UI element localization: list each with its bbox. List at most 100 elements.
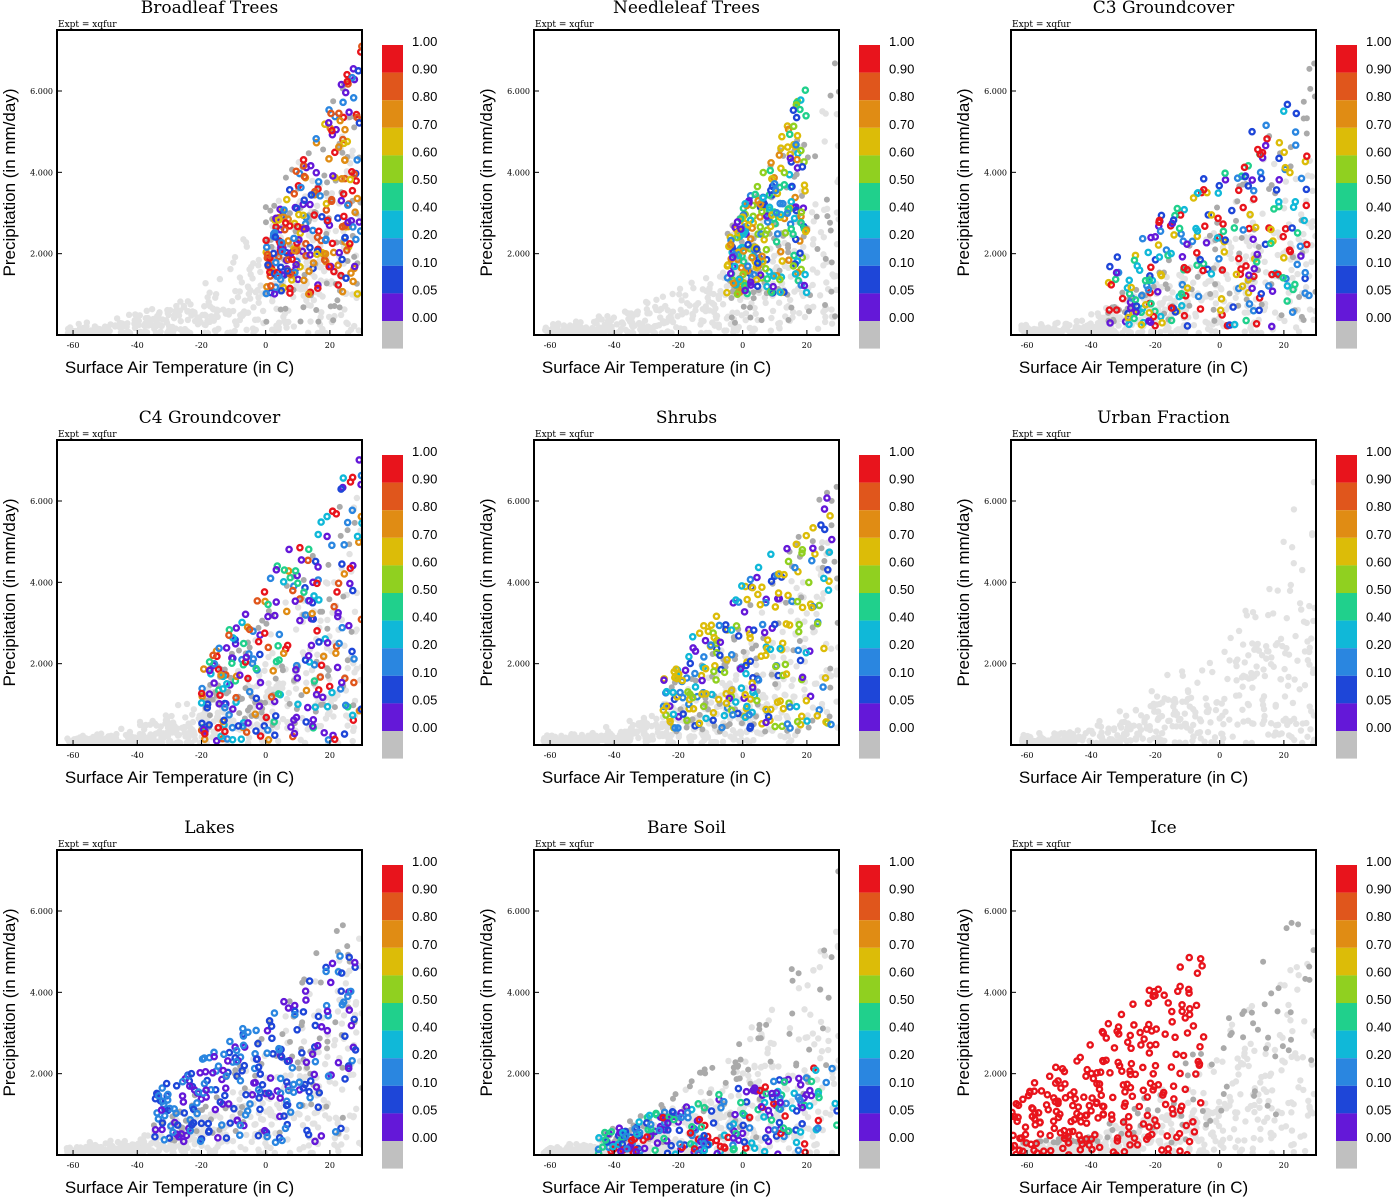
y-tick-label: 2.000 [507,660,530,669]
data-point [756,223,765,231]
data-point-background [128,739,135,745]
data-point [1154,241,1163,249]
data-point-background [1118,719,1126,726]
colorbar-swatch [859,265,880,294]
data-point-background [827,645,835,652]
colorbar-swatch [382,127,403,156]
data-point [1112,306,1121,314]
x-tick-label: 0 [263,341,268,350]
data-point-background [1098,729,1105,736]
data-point-background [1302,284,1310,291]
x-tick-label: -40 [131,751,144,760]
data-point [753,182,762,191]
data-point [753,282,762,291]
data-point-background [308,666,316,674]
data-point [1133,262,1142,270]
data-point [337,485,345,493]
data-point-background [759,671,767,678]
colorbar-label: 0.40 [889,610,914,625]
data-point-background [183,700,191,708]
data-point [1112,268,1121,277]
data-point [274,272,282,281]
x-tick-label: -60 [1021,751,1034,760]
data-point [783,209,792,217]
data-point-background [737,296,744,304]
data-point-background [133,1145,140,1152]
data-point-background [834,142,839,149]
data-point-background [332,1080,339,1087]
data-point-background [775,299,783,306]
data-point [348,73,356,82]
x-tick-label: -60 [544,341,557,350]
data-point [225,631,233,640]
x-axis-label: Surface Air Temperature (in C) [1019,768,1248,787]
data-point-background [269,297,276,305]
data-point-background [303,258,310,266]
data-point [312,138,321,147]
data-point [1138,234,1147,243]
data-point [1249,186,1258,195]
data-point [824,565,832,574]
data-point-background [1229,733,1236,740]
data-point [1248,127,1256,136]
data-point [348,506,357,515]
data-point-background [331,695,338,702]
data-point-zero [282,305,289,312]
data-point-zero [1212,246,1219,253]
data-point [747,281,755,289]
data-point-background [801,686,808,693]
data-point-background [250,329,257,335]
data-point-zero [339,149,346,156]
data-point [827,720,835,729]
data-point [1178,280,1187,289]
data-point [720,711,729,720]
data-point-background [1146,736,1154,744]
data-point [744,240,752,249]
data-point-zero [286,700,293,707]
data-point-zero [344,527,351,534]
data-point [343,70,351,79]
data-point [1251,223,1260,232]
data-point-zero [330,98,337,105]
data-point [304,651,313,660]
data-point-background [118,725,125,733]
data-point [1167,249,1175,258]
data-point [323,532,331,541]
data-point-background [186,329,194,335]
data-point-background [1265,611,1272,619]
data-point-background [1261,258,1268,266]
data-point-background [1278,730,1285,737]
data-point-background [1277,675,1284,683]
data-point [770,180,779,188]
data-point [349,223,357,231]
data-point [674,724,682,732]
data-point-background [635,734,642,742]
data-point [205,690,214,698]
data-point-background [301,739,309,745]
data-point-background [269,649,276,657]
data-point [341,156,349,164]
data-point-zero [822,255,829,262]
data-point [1193,249,1201,257]
data-point [336,116,344,125]
data-point-background [351,669,358,676]
data-point [1301,268,1310,277]
data-point-zero [809,717,816,724]
data-point-background [1303,719,1310,727]
y-tick-label: 6.000 [30,497,53,506]
data-point-background [271,1149,279,1155]
data-point [746,235,755,243]
data-point-background [330,713,337,720]
x-tick-label: -60 [1021,341,1034,350]
colorbar-label: 0.60 [889,554,914,569]
data-point [1288,308,1297,316]
y-axis-label: Precipitation (in mm/day) [477,88,496,276]
data-point [662,687,671,696]
data-point [264,261,272,269]
data-point [1153,287,1162,296]
colorbar-label: 0.50 [412,582,437,597]
data-point-background [229,307,237,315]
data-point-zero [279,663,286,670]
data-point [232,693,240,702]
data-point-background [307,318,314,325]
